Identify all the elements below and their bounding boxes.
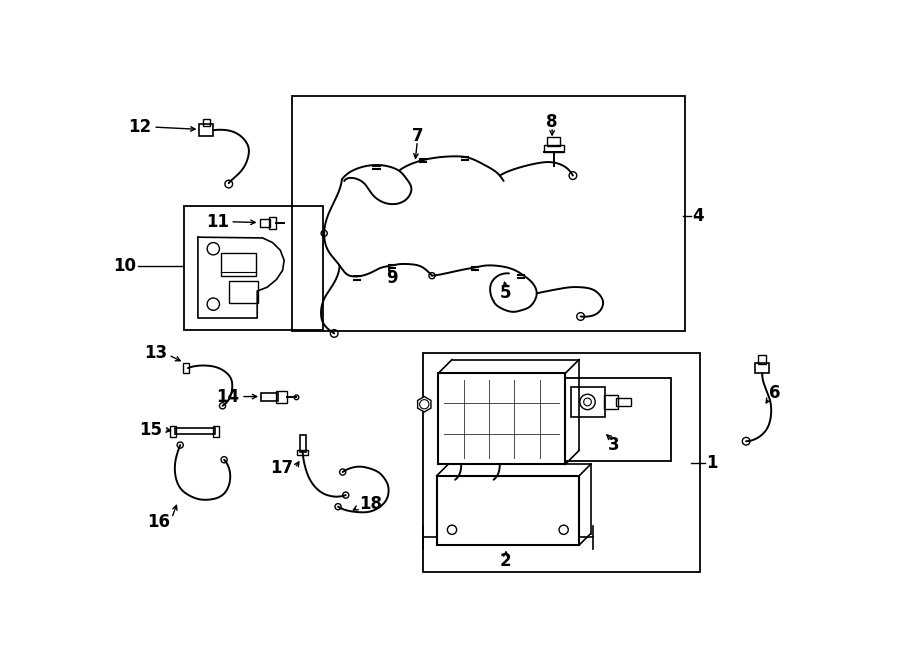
Text: 18: 18 bbox=[360, 495, 382, 514]
Text: 15: 15 bbox=[140, 420, 163, 439]
Text: 12: 12 bbox=[129, 118, 152, 136]
Bar bbox=[184, 206, 322, 330]
Bar bbox=[300, 435, 306, 452]
Bar bbox=[170, 426, 176, 437]
Text: 11: 11 bbox=[206, 213, 229, 231]
Bar bbox=[560, 378, 671, 461]
Text: 5: 5 bbox=[500, 284, 512, 302]
Text: 2: 2 bbox=[500, 553, 512, 570]
Bar bbox=[438, 373, 565, 464]
Bar bbox=[202, 120, 211, 126]
Bar bbox=[616, 398, 632, 406]
Text: 13: 13 bbox=[144, 344, 167, 362]
Text: 4: 4 bbox=[692, 208, 704, 225]
Bar bbox=[229, 281, 258, 303]
Text: 3: 3 bbox=[608, 436, 619, 454]
Bar bbox=[436, 476, 579, 545]
Bar bbox=[547, 137, 560, 146]
Bar bbox=[276, 391, 287, 403]
Bar bbox=[604, 395, 617, 409]
Bar bbox=[200, 124, 213, 136]
Bar bbox=[261, 393, 278, 401]
Bar bbox=[221, 253, 256, 276]
Text: 14: 14 bbox=[216, 387, 239, 406]
Bar bbox=[292, 97, 685, 331]
Bar bbox=[213, 426, 220, 437]
Text: 6: 6 bbox=[770, 385, 781, 403]
Text: 16: 16 bbox=[148, 513, 170, 531]
Bar bbox=[544, 145, 563, 153]
Bar bbox=[423, 353, 700, 572]
Bar bbox=[297, 450, 308, 455]
Text: 8: 8 bbox=[546, 112, 558, 131]
Bar bbox=[175, 428, 215, 434]
Bar bbox=[755, 363, 770, 373]
Text: 7: 7 bbox=[411, 126, 423, 145]
Bar bbox=[259, 219, 270, 227]
Bar bbox=[759, 355, 766, 364]
Text: 1: 1 bbox=[706, 454, 717, 472]
Bar bbox=[269, 217, 276, 229]
Text: 9: 9 bbox=[386, 269, 398, 287]
Bar bbox=[571, 387, 605, 416]
Bar bbox=[183, 363, 189, 373]
Text: 10: 10 bbox=[113, 256, 136, 275]
Text: 17: 17 bbox=[270, 459, 293, 477]
